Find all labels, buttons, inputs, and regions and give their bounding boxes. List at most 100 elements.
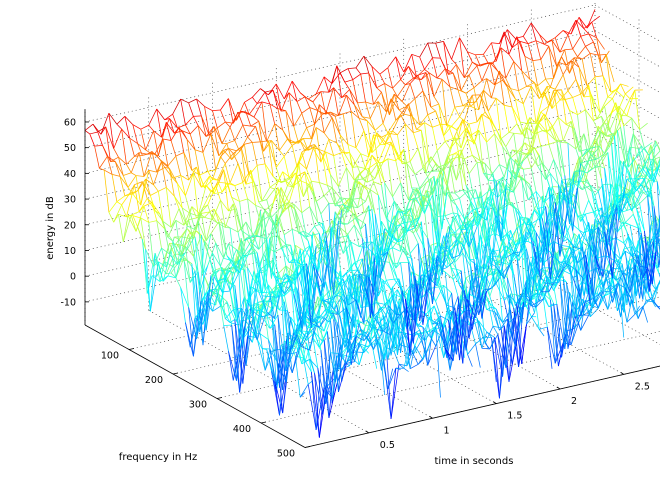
mesh-edge — [438, 257, 448, 268]
mesh-edge — [382, 325, 389, 332]
mesh-edge — [369, 255, 376, 318]
mesh-edge — [121, 129, 127, 165]
mesh-edge — [395, 331, 404, 334]
mesh-edge — [393, 208, 400, 239]
mesh-edge — [228, 243, 234, 265]
mesh-edge — [323, 195, 330, 204]
mesh-edge — [459, 37, 465, 78]
mesh-edge — [250, 169, 256, 206]
mesh-edge — [189, 270, 196, 283]
mesh-edge — [518, 292, 524, 306]
mesh-edge — [237, 163, 247, 185]
mesh-edge — [328, 87, 334, 93]
mesh-edge — [333, 314, 343, 354]
mesh-edge — [314, 331, 323, 342]
mesh-edge — [256, 338, 266, 371]
mesh-edge — [108, 212, 115, 223]
mesh-edge — [397, 134, 403, 164]
mesh-edge — [341, 363, 347, 382]
mesh-edge — [314, 144, 320, 183]
mesh-edge — [295, 244, 304, 251]
mesh-edge — [99, 156, 108, 169]
mesh-edge — [267, 140, 274, 177]
mesh-edge — [370, 189, 379, 196]
mesh-edge — [365, 189, 371, 202]
mesh-edge — [360, 197, 366, 202]
mesh-edge — [369, 189, 376, 214]
mesh-edge — [242, 299, 248, 347]
mesh-edge — [530, 86, 537, 124]
mesh-edge — [500, 132, 510, 140]
mesh-edge — [275, 167, 282, 183]
mesh-edge — [229, 163, 239, 183]
mesh-edge — [263, 208, 269, 217]
mesh-edge — [416, 332, 422, 341]
mesh-edge — [344, 358, 353, 364]
mesh-edge — [376, 302, 382, 309]
mesh-edge — [425, 341, 432, 354]
mesh-edge — [173, 195, 183, 209]
mesh-edge — [183, 152, 193, 171]
mesh-edge — [366, 120, 376, 131]
mesh-edge — [253, 309, 263, 312]
mesh-edge — [253, 251, 263, 296]
mesh-edge — [499, 326, 505, 399]
mesh-edge — [245, 237, 255, 252]
mesh-edge — [492, 63, 499, 72]
mesh-edge — [322, 154, 331, 175]
mesh-edge — [314, 298, 323, 322]
mesh-edge — [492, 326, 499, 335]
mesh-edge — [303, 183, 309, 197]
mesh-edge — [205, 208, 215, 241]
mesh-edge — [237, 232, 244, 256]
mesh-edge — [193, 173, 199, 216]
mesh-edge — [186, 139, 193, 171]
mesh-edge — [311, 180, 320, 183]
mesh-edge — [336, 203, 342, 211]
mesh-edge — [239, 256, 245, 273]
mesh-edge — [307, 240, 314, 264]
mesh-edge — [355, 328, 362, 337]
mesh-edge — [564, 301, 574, 349]
mesh-edge — [126, 156, 135, 165]
mesh-edge — [306, 263, 312, 328]
mesh-edge — [444, 271, 451, 320]
mesh-edge — [296, 171, 306, 177]
mesh-edge — [314, 373, 320, 438]
mesh-edge — [371, 144, 381, 153]
mesh-edge — [291, 229, 298, 263]
mesh-edge — [237, 324, 244, 384]
mesh-edge — [406, 163, 416, 175]
mesh-edge — [163, 138, 172, 141]
mesh-edge — [387, 234, 393, 252]
mesh-edge — [338, 235, 347, 238]
mesh-edge — [207, 185, 217, 205]
mesh-edge — [309, 206, 319, 223]
mesh-edge — [304, 358, 310, 362]
mesh-edge — [430, 204, 437, 273]
mesh-edge — [301, 245, 311, 266]
mesh-edge — [460, 90, 467, 94]
mesh-edge — [508, 123, 518, 133]
mesh-edge — [272, 176, 279, 182]
mesh-edge — [202, 265, 209, 275]
mesh-edge — [371, 132, 378, 153]
mesh-edge — [341, 197, 350, 207]
mesh-edge — [441, 289, 448, 306]
mesh-edge — [521, 279, 527, 323]
mesh-edge — [629, 224, 636, 254]
mesh-edge — [376, 83, 385, 89]
mesh-edge — [417, 243, 424, 325]
mesh-edge — [248, 114, 255, 118]
mesh-edge — [365, 224, 374, 290]
mesh-edge — [373, 308, 382, 317]
mesh-edge — [530, 167, 537, 192]
mesh-edge — [231, 196, 240, 202]
mesh-edge — [446, 250, 452, 269]
mesh-edge — [164, 118, 170, 121]
mesh-edge — [325, 151, 331, 175]
mesh-edge — [140, 124, 149, 130]
mesh-edge — [416, 221, 422, 233]
mesh-edge — [256, 210, 266, 236]
mesh-edge — [352, 73, 361, 81]
